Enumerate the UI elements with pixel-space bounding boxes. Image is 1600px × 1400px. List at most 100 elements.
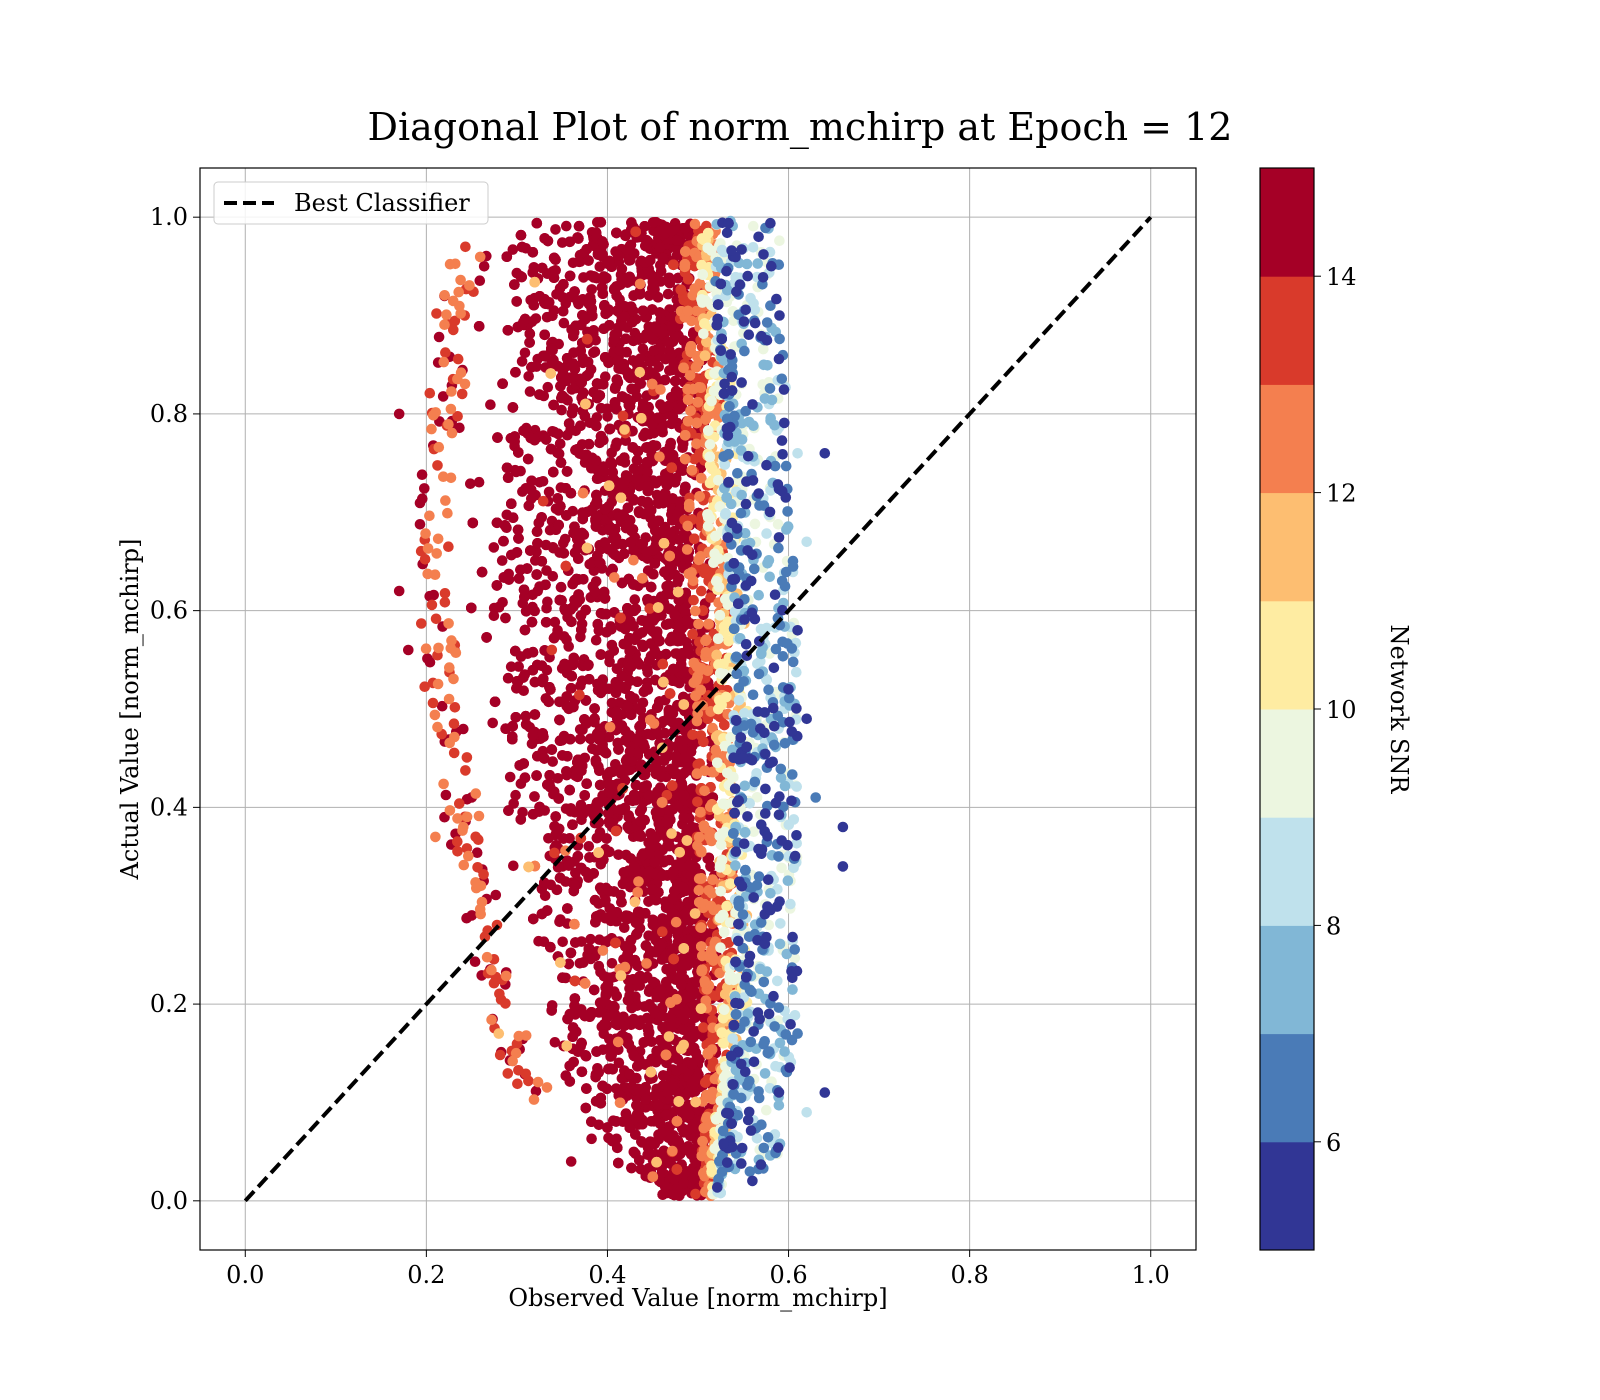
scatter-point-4948 xyxy=(531,569,542,580)
scatter-point-4656 xyxy=(542,779,553,790)
scatter-point-4962 xyxy=(594,765,605,776)
scatter-point-4874 xyxy=(531,770,542,781)
scatter-point-4827 xyxy=(555,457,567,468)
scatter-point-4783 xyxy=(527,730,539,741)
scatter-points xyxy=(393,215,849,1201)
scatter-point-4749 xyxy=(590,755,602,766)
scatter-point-415 xyxy=(465,478,476,490)
scatter-point-4515 xyxy=(573,256,585,268)
scatter-point-607 xyxy=(585,933,596,945)
scatter-point-1220 xyxy=(539,890,551,902)
scatter-point-4866 xyxy=(554,714,565,726)
scatter-point-4480 xyxy=(555,581,567,593)
scatter-point-4845 xyxy=(493,601,505,613)
scatter-point-4579 xyxy=(467,517,479,529)
scatter-point-523 xyxy=(508,860,519,872)
scatter-point-709 xyxy=(550,224,561,235)
scatter-point-614 xyxy=(537,476,549,487)
scatter-point-4709 xyxy=(588,271,600,282)
scatter-point-904 xyxy=(516,356,528,367)
scatter-point-4508 xyxy=(502,325,514,336)
scatter-point-4938 xyxy=(501,462,513,474)
scatter-point-4435 xyxy=(511,296,522,307)
scatter-point-4351 xyxy=(589,346,601,358)
scatter-point-4536 xyxy=(539,329,550,341)
scatter-point-927 xyxy=(496,555,508,566)
scatter-point-4504 xyxy=(526,616,538,628)
scatter-point-963 xyxy=(488,542,500,553)
scatter-point-4474 xyxy=(588,984,600,996)
scatter-point-4911 xyxy=(644,428,655,440)
scatter-point-265 xyxy=(469,956,481,967)
scatter-point-1144 xyxy=(485,399,496,411)
scatter-point-4888 xyxy=(466,602,477,614)
scatter-point-4843 xyxy=(671,235,683,246)
scatter-point-4423 xyxy=(534,389,545,400)
scatter-point-4500 xyxy=(575,420,586,432)
scatter-point-4522 xyxy=(551,884,563,896)
scatter-point-4540 xyxy=(481,632,492,643)
scatter-point-4730 xyxy=(642,594,653,605)
scatter-point-4537 xyxy=(591,1046,602,1057)
scatter-point-4725 xyxy=(654,696,665,707)
scatter-point-66 xyxy=(461,794,473,805)
scatter-point-304 xyxy=(549,616,561,628)
scatter-point-4886 xyxy=(572,851,584,862)
scatter-point-4337 xyxy=(546,1005,557,1016)
scatter-point-4355 xyxy=(500,612,511,624)
scatter-point-25 xyxy=(433,331,445,343)
scatter-point-1160 xyxy=(515,465,526,477)
scatter-point-4455 xyxy=(502,672,514,684)
scatter-point-4621 xyxy=(558,548,570,559)
scatter-point-432 xyxy=(629,594,641,605)
scatter-point-4503 xyxy=(561,466,573,477)
chart-title: Diagonal Plot of norm_mchirp at Epoch = … xyxy=(368,105,1233,150)
scatter-point-4476 xyxy=(634,1154,645,1166)
scatter-point-4608 xyxy=(489,696,501,708)
scatter-point-4838 xyxy=(513,447,524,458)
scatter-point-4974 xyxy=(498,535,509,547)
scatter-point-4447 xyxy=(573,553,584,564)
scatter-point-1108 xyxy=(541,602,552,614)
scatter-point-4954 xyxy=(519,772,531,783)
scatter-point-4339 xyxy=(554,438,566,450)
scatter-point-4488 xyxy=(566,616,577,628)
scatter-point-4922 xyxy=(576,1066,588,1078)
scatter-point-4807 xyxy=(606,1050,617,1061)
scatter-point-4771 xyxy=(550,811,561,822)
scatter-point-4899 xyxy=(564,270,576,282)
scatter-point-4928 xyxy=(583,255,594,266)
scatter-point-4640 xyxy=(547,310,558,321)
scatter-point-4680 xyxy=(601,833,612,844)
scatter-point-4933 xyxy=(591,832,603,844)
scatter-point-4752 xyxy=(604,423,615,435)
scatter-point-4487 xyxy=(491,580,503,591)
scatter-point-4361 xyxy=(529,791,540,802)
scatter-point-4849 xyxy=(612,712,623,724)
scatter-point-38 xyxy=(478,261,490,272)
scatter-point-1078 xyxy=(523,371,534,382)
scatter-point-4695 xyxy=(537,676,548,688)
scatter-point-1129 xyxy=(637,343,649,355)
scatter-point-4571 xyxy=(611,437,622,449)
scatter-point-4443 xyxy=(557,305,569,317)
scatter-point-4713 xyxy=(567,819,578,830)
scatter-point-156 xyxy=(416,469,428,481)
scatter-point-4628 xyxy=(630,384,641,395)
scatter-point-1084 xyxy=(533,935,544,947)
scatter-point-1027 xyxy=(635,353,646,364)
scatter-point-4574 xyxy=(570,937,581,948)
scatter-point-266 xyxy=(440,789,452,801)
scatter-point-999 xyxy=(555,914,566,925)
scatter-point-4876 xyxy=(507,402,519,413)
scatter-point-4925 xyxy=(568,885,580,897)
scatter-point-4756 xyxy=(501,251,513,262)
scatter-point-343 xyxy=(591,412,603,423)
scatter-point-4630 xyxy=(536,660,548,671)
scatter-point-228 xyxy=(466,910,478,921)
scatter-point-511 xyxy=(487,717,499,729)
scatter-point-4629 xyxy=(580,1102,592,1114)
scatter-point-315 xyxy=(504,771,516,783)
scatter-point-814 xyxy=(543,486,555,498)
